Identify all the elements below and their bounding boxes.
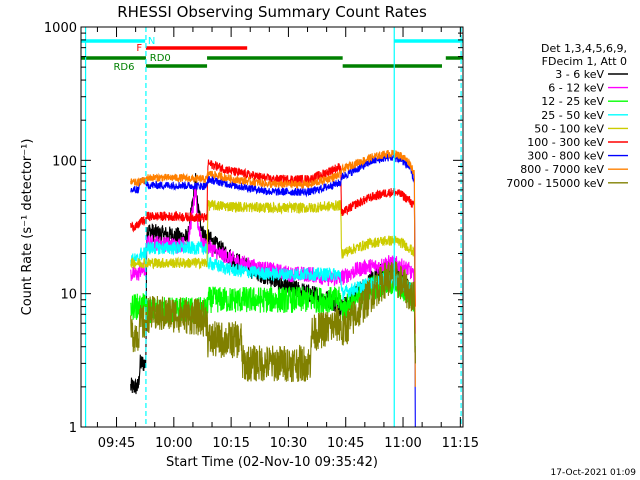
legend-label-6-12-kev: 6 - 12 keV: [548, 82, 604, 95]
y-tick-label: 10: [60, 288, 77, 303]
y-axis-label: Count Rate (s⁻¹ detector⁻¹): [20, 139, 35, 316]
x-tick-label: 11:00: [384, 436, 421, 451]
series-line-50-100-kev: [130, 199, 416, 307]
flag-label-n: N: [148, 36, 155, 47]
y-tick-label: 100: [52, 154, 77, 169]
legend-label-800-7000-kev: 800 - 7000 keV: [520, 163, 604, 176]
flag-label-f: F: [136, 43, 142, 54]
legend-label-12-25-kev: 12 - 25 keV: [541, 95, 604, 108]
flag-label-rd0: RD0: [150, 53, 171, 64]
series-line-800-7000-kev: [130, 149, 416, 387]
chart-title: RHESSI Observing Summary Count Rates: [117, 3, 427, 21]
y-tick-label: 1: [69, 421, 77, 436]
footer-date: 17-Oct-2021 01:09: [551, 468, 637, 478]
series-line-300-800-kev: [130, 152, 416, 428]
x-tick-label: 09:45: [98, 436, 135, 451]
x-axis-label: Start Time (02-Nov-10 09:35:42): [166, 455, 378, 470]
plot-frame: [80, 26, 464, 428]
x-tick-label: 10:15: [212, 436, 249, 451]
legend-label-50-100-kev: 50 - 100 keV: [534, 122, 604, 135]
flag-label-rd6: RD6: [113, 62, 134, 73]
legend-header-line: FDecim 1, Att 0: [542, 55, 627, 68]
legend-label-300-800-kev: 300 - 800 keV: [527, 150, 604, 163]
legend-label-25-50-kev: 25 - 50 keV: [541, 109, 604, 122]
series-line-7000-15000-kev: [130, 261, 416, 383]
legend-label-3-6-kev: 3 - 6 keV: [555, 68, 604, 81]
x-tick-label: 10:00: [155, 436, 192, 451]
x-tick-label: 10:30: [270, 436, 307, 451]
series-line-100-300-kev: [130, 159, 416, 307]
legend-header-line: Det 1,3,4,5,6,9,: [541, 42, 627, 55]
x-tick-label: 10:45: [327, 436, 364, 451]
legend-label-100-300-kev: 100 - 300 keV: [527, 136, 604, 149]
x-tick-label: 11:15: [442, 436, 479, 451]
legend-label-7000-15000-kev: 7000 - 15000 keV: [506, 177, 604, 190]
y-tick-label: 1000: [44, 21, 77, 36]
